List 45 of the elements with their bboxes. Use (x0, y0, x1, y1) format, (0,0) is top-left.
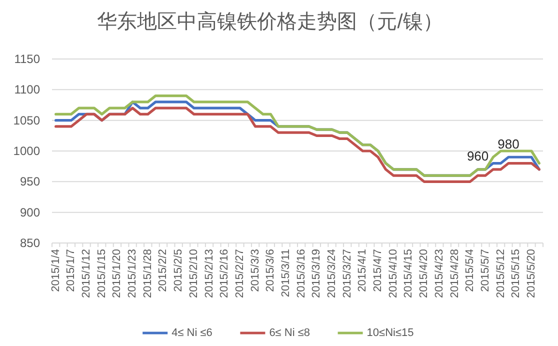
y-tick-label: 1000 (13, 144, 40, 158)
x-tick-label: 2015/1/4 (50, 249, 62, 292)
y-tick-label: 950 (20, 174, 40, 189)
y-tick-label: 1100 (14, 82, 40, 97)
data-label: 980 (498, 136, 520, 152)
x-tick-label: 2015/5/4 (464, 249, 476, 292)
x-tick-label: 2015/3/3 (249, 249, 262, 292)
x-tick-label: 2015/1/23 (126, 249, 139, 298)
x-tick-label: 2015/4/15 (402, 249, 415, 298)
x-tick-label: 2015/4/20 (418, 249, 430, 298)
x-tick-label: 2015/4/1 (356, 249, 369, 292)
x-tick-label: 2015/4/7 (372, 249, 384, 292)
x-tick-label: 2015/5/7 (479, 249, 492, 292)
x-tick-label: 2015/4/10 (387, 249, 400, 298)
x-tick-label: 2015/2/5 (172, 249, 185, 292)
legend-label: 10≤Ni≤15 (366, 327, 414, 339)
y-tick-label: 1150 (14, 52, 40, 66)
data-label: 960 (466, 148, 489, 164)
x-tick-label: 2015/3/16 (295, 249, 308, 298)
x-tick-label: 2015/5/20 (525, 249, 538, 298)
legend-label: 6≤ Ni ≤8 (269, 327, 310, 339)
x-tick-label: 2015/2/16 (218, 249, 231, 298)
x-tick-label: 2015/3/27 (341, 249, 354, 298)
x-tick-label: 2015/3/19 (310, 249, 323, 298)
y-tick-label: 1050 (13, 113, 40, 128)
x-tick-label: 2015/2/10 (188, 249, 200, 298)
x-tick-label: 2015/1/28 (142, 249, 154, 298)
x-tick-label: 2015/1/7 (65, 249, 78, 292)
x-tick-label: 2015/5/15 (510, 249, 522, 298)
x-tick-label: 2015/1/20 (111, 249, 124, 298)
x-tick-label: 2015/4/28 (448, 249, 461, 298)
x-tick-label: 2015/2/27 (234, 249, 246, 298)
x-tick-label: 2015/3/24 (326, 249, 338, 298)
x-tick-label: 2015/1/12 (80, 249, 93, 298)
x-tick-label: 2015/2/13 (203, 249, 216, 298)
y-tick-label: 850 (20, 236, 40, 250)
legend-label: 4≤ Ni ≤6 (172, 327, 212, 339)
x-tick-label: 2015/2/2 (157, 249, 170, 292)
x-tick-label: 2015/3/11 (280, 249, 292, 298)
x-tick-label: 2015/5/12 (494, 249, 507, 298)
x-tick-label: 2015/4/23 (433, 249, 446, 298)
y-tick-label: 900 (20, 205, 40, 220)
x-tick-label: 2015/3/6 (264, 249, 277, 292)
x-tick-label: 2015/1/15 (96, 249, 108, 298)
chart-title: 华东地区中高镍铁价格走势图（元/镍） (97, 10, 443, 33)
